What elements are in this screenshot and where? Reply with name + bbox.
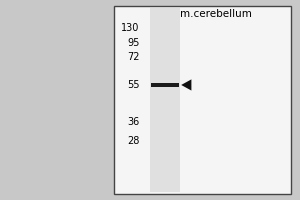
- Text: m.cerebellum: m.cerebellum: [180, 9, 252, 19]
- Text: 95: 95: [127, 38, 140, 48]
- Polygon shape: [181, 79, 191, 91]
- Text: 130: 130: [121, 23, 140, 33]
- Text: 72: 72: [127, 52, 140, 62]
- Text: 36: 36: [127, 117, 140, 127]
- Bar: [114, 6, 291, 194]
- Bar: [150, 8, 180, 192]
- Text: 55: 55: [127, 80, 140, 90]
- Text: 28: 28: [127, 136, 140, 146]
- Bar: [151, 83, 179, 87]
